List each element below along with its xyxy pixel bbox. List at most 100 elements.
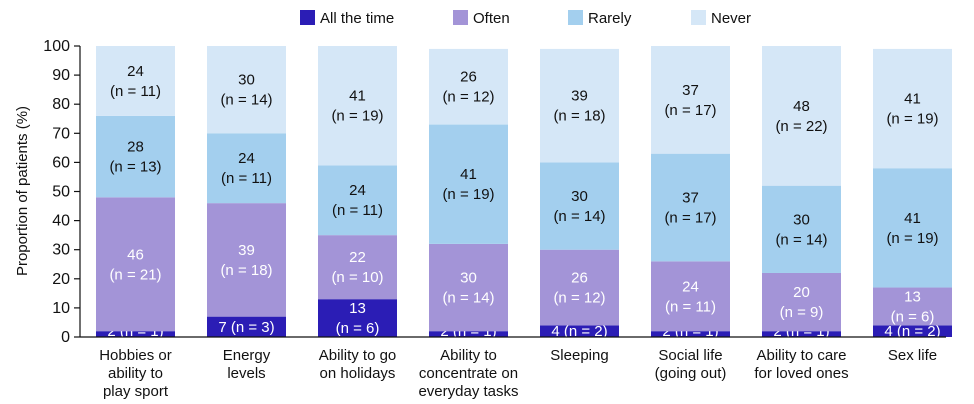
data-label: 28 (n = 13) — [109, 139, 161, 176]
y-tick-label: 80 — [52, 96, 70, 113]
bar-segment — [429, 48, 508, 125]
data-label: 4 (n = 2) — [551, 323, 607, 340]
bar-segment — [873, 325, 952, 337]
legend: All the time Often Rarely Never — [300, 10, 751, 27]
data-label: 24 (n = 11) — [332, 182, 383, 219]
data-label: 24 (n = 11) — [221, 150, 272, 187]
bar-segment — [651, 331, 730, 337]
data-label: 37 (n = 17) — [664, 82, 716, 119]
bar-segment — [207, 46, 286, 134]
x-tick-label: Ability to go on holidays — [319, 347, 397, 382]
y-axis-label: Proportion of patients (%) — [14, 106, 31, 276]
data-label: 48 (n = 22) — [775, 98, 827, 135]
x-tick-label: Social life (going out) — [655, 347, 727, 382]
data-label: 7 (n = 3) — [218, 319, 274, 336]
data-label: 39 (n = 18) — [220, 242, 272, 279]
data-label: 41 (n = 19) — [442, 166, 494, 203]
bar-segment — [96, 197, 175, 332]
data-label: 22 (n = 10) — [331, 249, 383, 286]
legend-swatch — [300, 10, 315, 25]
y-tick-label: 20 — [52, 271, 70, 288]
bar-segment — [429, 124, 508, 244]
bar-segment — [762, 46, 841, 186]
bar-segment — [651, 46, 730, 154]
bar-stack: 7 (n = 3) 39 (n = 18) 24 (n = 11) 30 (n = 14) — [207, 46, 286, 337]
legend-label: Never — [711, 10, 751, 27]
bar-segment — [873, 48, 952, 169]
y-tick-label: 10 — [52, 300, 70, 317]
y-tick-label: 40 — [52, 213, 70, 230]
bar-stack: 2 (n = 1)24 (n = 11)37 (n = 17)37 (n = 17) — [651, 46, 730, 340]
data-label: 39 (n = 18) — [553, 88, 605, 125]
bar-segment — [207, 203, 286, 317]
legend-label: Rarely — [588, 10, 632, 27]
y-tick-label: 0 — [61, 329, 70, 346]
data-label: 30 (n = 14) — [442, 270, 494, 307]
bar-segment — [540, 162, 619, 250]
data-label: 41 (n = 19) — [886, 91, 938, 128]
x-tick-label: Sex life — [888, 347, 937, 364]
bar-segment — [762, 185, 841, 273]
data-label: 13 (n = 6) — [891, 288, 935, 325]
data-label: 20 (n = 9) — [780, 284, 824, 321]
bars: 2 (n = 1)46 (n = 21)28 (n = 13)24 (n = 11)7… — [96, 46, 952, 340]
legend-label: Often — [473, 10, 510, 27]
data-label: 26 (n = 12) — [553, 270, 605, 307]
y-tick-label: 100 — [43, 38, 70, 55]
data-label: 30 (n = 14) — [220, 72, 272, 109]
y-tick-label: 50 — [52, 184, 70, 201]
bar-segment — [207, 133, 286, 204]
bar-segment — [96, 46, 175, 116]
bar-segment — [873, 287, 952, 326]
y-tick-label: 70 — [52, 125, 70, 142]
bar-stack: 4 (n = 2) 26 (n = 12) 30 (n = 14) 39 (n = 18) — [540, 48, 619, 340]
bar-segment — [207, 316, 286, 337]
data-label: 41 (n = 19) — [886, 210, 938, 247]
bar-segment — [873, 168, 952, 288]
x-tick-label: Ability to care for loved ones — [754, 347, 848, 382]
bar-segment — [96, 115, 175, 198]
data-label: 30 (n = 14) — [775, 211, 827, 248]
x-axis: Hobbies or ability to play sport Energy leve… — [80, 336, 946, 400]
data-label: 24 (n = 11) — [110, 63, 161, 100]
bar-segment — [429, 331, 508, 337]
data-label: 13 (n = 6) — [336, 300, 380, 337]
data-label: 24 (n = 11) — [665, 278, 716, 315]
bar-segment — [762, 331, 841, 337]
y-axis: 0 10 20 30 40 50 60 70 80 90 100 — [43, 38, 81, 346]
bar-segment — [540, 48, 619, 163]
data-label: 41 (n = 19) — [331, 88, 383, 125]
data-label: 26 (n = 12) — [442, 69, 494, 106]
bar-segment — [318, 46, 397, 166]
bar-stack: 2 (n = 1)20 (n = 9)30 (n = 14)48 (n = 22) — [762, 46, 841, 340]
bar-segment — [651, 153, 730, 262]
bar-segment — [429, 243, 508, 332]
legend-swatch — [453, 10, 468, 25]
bar-segment — [318, 299, 397, 337]
data-label: 37 (n = 17) — [664, 190, 716, 227]
bar-stack: 4 (n = 2)13 (n = 6) 41 (n = 19) 41 (n = 19) — [873, 48, 952, 340]
bar-segment — [651, 261, 730, 332]
x-tick-label: Hobbies or ability to play sport — [99, 347, 172, 400]
x-tick-label: Sleeping — [550, 347, 608, 364]
y-tick-label: 30 — [52, 242, 70, 259]
bar-segment — [318, 165, 397, 236]
bar-stack: 2 (n = 1)30 (n = 14)41 (n = 19)26 (n = 12) — [429, 48, 508, 340]
bar-segment — [540, 325, 619, 337]
y-tick-label: 90 — [52, 67, 70, 84]
data-label: 4 (n = 2) — [884, 323, 940, 340]
legend-swatch — [691, 10, 706, 25]
data-label: 30 (n = 14) — [553, 188, 605, 225]
bar-stack: 2 (n = 1)46 (n = 21)28 (n = 13)24 (n = 11) — [96, 46, 175, 340]
bar-segment — [540, 249, 619, 326]
data-label: 46 (n = 21) — [109, 246, 161, 283]
x-tick-label: Ability to concentrate on everyday tasks — [418, 347, 518, 400]
bar-stack: 13 (n = 6) 22 (n = 10) 24 (n = 11) 41 (n = 19) — [318, 46, 397, 337]
bar-segment — [96, 331, 175, 337]
y-tick-label: 60 — [52, 154, 70, 171]
legend-label: All the time — [320, 10, 394, 27]
legend-swatch — [568, 10, 583, 25]
bar-segment — [318, 235, 397, 300]
bar-segment — [762, 272, 841, 332]
